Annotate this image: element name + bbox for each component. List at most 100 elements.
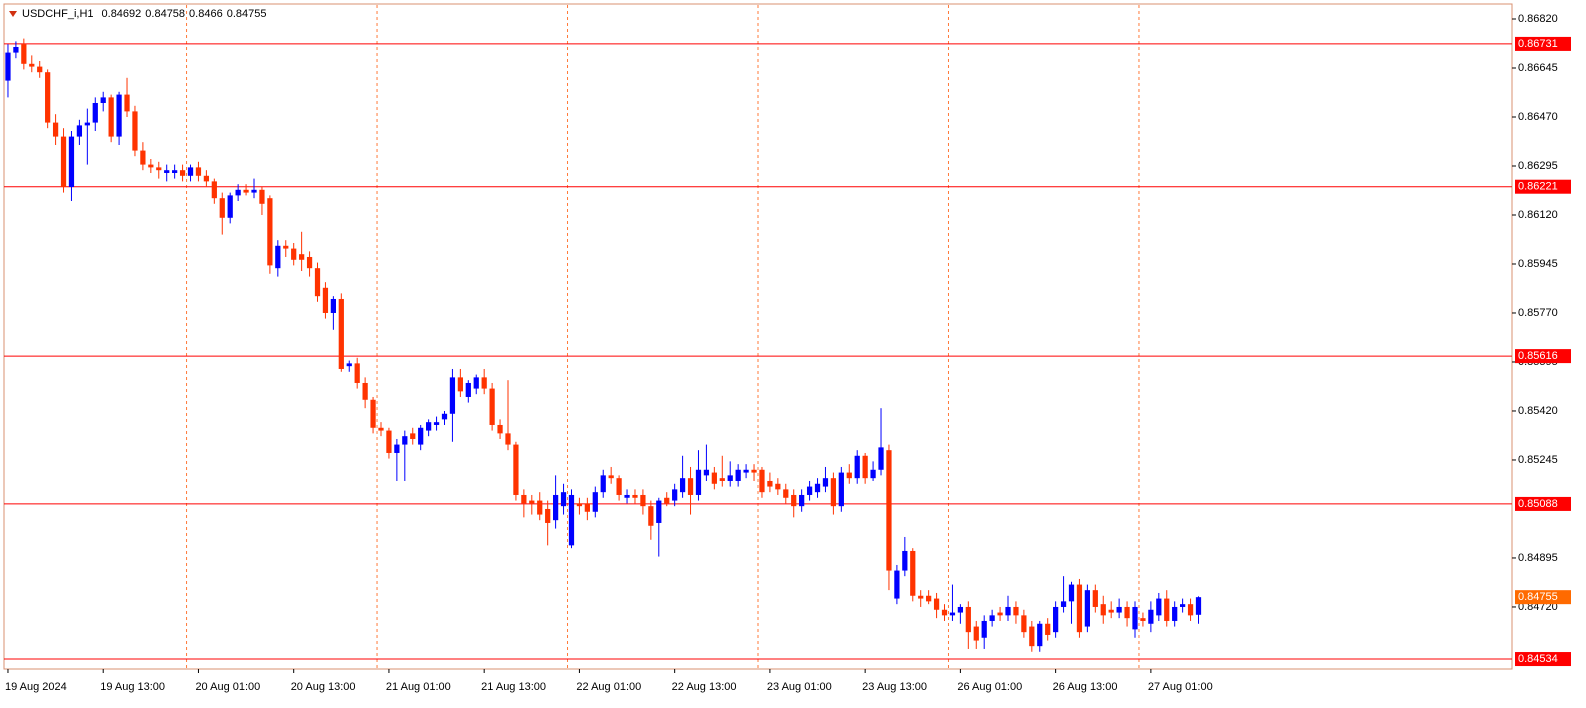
candle-body xyxy=(672,489,678,501)
candle-body xyxy=(695,469,702,495)
level-label-box xyxy=(1515,496,1571,511)
candle-body xyxy=(473,377,479,389)
candle-body xyxy=(830,478,837,507)
candle-body xyxy=(727,475,733,481)
candle-body xyxy=(1045,623,1051,635)
candle-body xyxy=(426,422,432,431)
candle-body xyxy=(132,111,138,151)
candle-body xyxy=(29,63,35,67)
candle-body xyxy=(529,500,535,504)
candle-body xyxy=(195,167,202,176)
candle-body xyxy=(624,494,630,498)
candle-body xyxy=(418,427,424,445)
candle-body xyxy=(989,615,995,621)
candle-body xyxy=(219,198,225,218)
candle-body xyxy=(568,494,575,546)
candle-body xyxy=(140,150,146,165)
y-tick-label: 0.85770 xyxy=(1518,307,1558,319)
candle-body xyxy=(465,382,471,397)
candle-body xyxy=(227,195,233,218)
x-tick-label: 23 Aug 13:00 xyxy=(862,681,927,693)
candle-body xyxy=(1116,606,1122,613)
candle-body xyxy=(211,181,217,199)
candle-body xyxy=(394,444,400,453)
x-tick-label: 26 Aug 01:00 xyxy=(957,681,1022,693)
candle-body xyxy=(576,503,583,507)
candle-body xyxy=(997,612,1003,616)
candle-body xyxy=(957,606,964,613)
candle-body xyxy=(513,444,519,495)
candle-body xyxy=(806,486,813,495)
candle-body xyxy=(433,422,440,425)
candle-body xyxy=(1068,584,1075,602)
level-label-box xyxy=(1515,179,1571,194)
candle-body xyxy=(910,550,916,596)
y-tick-label: 0.86820 xyxy=(1518,13,1558,25)
x-tick-label: 21 Aug 01:00 xyxy=(386,681,451,693)
candle-body xyxy=(838,472,844,507)
candle-body xyxy=(108,97,114,137)
level-label: 0.86221 xyxy=(1518,181,1558,193)
candle-body xyxy=(735,469,741,481)
low: 0.8466 xyxy=(189,8,223,20)
candle-body xyxy=(52,122,59,137)
candle-body xyxy=(148,164,154,168)
candle-body xyxy=(338,298,344,369)
x-tick-label: 27 Aug 01:00 xyxy=(1148,681,1213,693)
candle-body xyxy=(711,472,717,484)
level-label: 0.85088 xyxy=(1518,498,1558,510)
candle-body xyxy=(854,455,860,479)
candle-body xyxy=(505,433,511,445)
candle-body xyxy=(172,170,178,173)
candle-body xyxy=(1140,618,1146,621)
candle-body xyxy=(235,189,241,196)
y-tick-label: 0.86295 xyxy=(1518,160,1558,172)
x-tick-label: 21 Aug 13:00 xyxy=(481,681,546,693)
candle-body xyxy=(1180,604,1186,607)
candle-body xyxy=(259,189,265,204)
candle-body xyxy=(981,620,987,638)
candle-body xyxy=(743,469,749,473)
x-tick-label: 20 Aug 01:00 xyxy=(195,681,260,693)
candle-body xyxy=(21,44,27,64)
candle-body xyxy=(1108,609,1114,613)
candle-body xyxy=(965,606,971,633)
candle-body xyxy=(941,609,948,616)
candle-body xyxy=(410,433,416,439)
candle-body xyxy=(679,478,686,493)
symbol: USDCHF_i,H1 xyxy=(22,8,94,20)
candle-body xyxy=(378,427,384,431)
candle-body xyxy=(5,52,11,81)
candle-body xyxy=(251,189,257,193)
candle-body xyxy=(1092,590,1098,607)
candle-body xyxy=(664,497,670,504)
candle-body xyxy=(878,447,884,470)
candle-body xyxy=(703,469,710,476)
close: 0.84755 xyxy=(227,8,267,20)
candle-body xyxy=(767,480,773,487)
candle-body xyxy=(156,167,162,171)
candle-body xyxy=(60,136,67,187)
candle-body xyxy=(203,175,210,182)
candle-body xyxy=(799,494,805,507)
candle-body xyxy=(1187,604,1194,616)
candle-body xyxy=(187,167,194,176)
candle-body xyxy=(687,478,694,495)
candle-body xyxy=(632,494,638,498)
x-tick-label: 19 Aug 13:00 xyxy=(100,681,165,693)
candle-body xyxy=(870,469,876,479)
candle-body xyxy=(949,612,956,616)
candle-body xyxy=(306,256,313,269)
candle-body xyxy=(886,450,892,571)
candle-body xyxy=(84,122,90,126)
candle-body xyxy=(616,478,622,495)
candle-body xyxy=(314,268,321,297)
candle-body xyxy=(719,478,725,481)
candle-body xyxy=(116,94,122,137)
candle-body xyxy=(592,492,598,512)
candle-body xyxy=(330,298,336,313)
candle-body xyxy=(933,598,940,610)
level-label-box xyxy=(1515,652,1571,667)
candle-body xyxy=(552,494,559,521)
